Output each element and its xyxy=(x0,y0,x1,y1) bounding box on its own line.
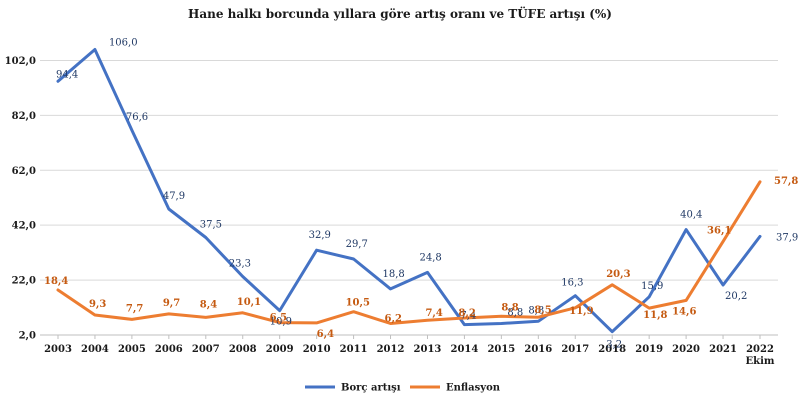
data-label: 8,8 xyxy=(501,302,518,313)
data-label: 6,2 xyxy=(385,313,402,324)
data-label: 10,9 xyxy=(270,317,292,328)
data-label: 37,5 xyxy=(200,220,222,231)
x-tick-label: 2012 xyxy=(377,344,405,355)
data-label: 36,1 xyxy=(707,225,731,236)
data-label: 8,2 xyxy=(458,308,475,319)
data-label: 8,8 xyxy=(507,307,523,318)
x-tick-label: 2004 xyxy=(81,344,109,355)
x-tick-label: 2015 xyxy=(487,344,515,355)
data-label: 7,4 xyxy=(460,311,476,322)
legend: Borç artışı Enflasyon xyxy=(305,383,501,394)
x-tick-label: 2011 xyxy=(340,344,368,355)
data-label: 11,8 xyxy=(643,310,667,321)
series-line-enflasyon xyxy=(56,180,762,325)
data-label: 40,4 xyxy=(680,210,702,221)
data-label: 18,4 xyxy=(44,276,68,287)
data-label: 11,9 xyxy=(569,306,593,317)
x-tick-label: 2006 xyxy=(155,344,183,355)
data-label: 9,7 xyxy=(163,298,180,309)
y-tick-label: 62,0 xyxy=(12,166,36,177)
data-label: 6,5 xyxy=(270,313,287,324)
y-tick-label: 42,0 xyxy=(12,221,36,232)
y-tick-label: 82,0 xyxy=(12,111,36,122)
chart-title: Hane halkı borcunda yıllara göre artış o… xyxy=(188,5,612,21)
data-label: 57,8 xyxy=(774,176,798,187)
data-label: 16,3 xyxy=(561,278,583,289)
data-label: 37,9 xyxy=(776,232,798,243)
data-label: 15,9 xyxy=(641,281,663,292)
data-label: 24,8 xyxy=(419,252,441,263)
data-label: 8,5 xyxy=(534,305,551,316)
data-label: 14,6 xyxy=(672,306,696,317)
x-tick-label: 2005 xyxy=(118,344,146,355)
series-lines xyxy=(56,48,762,334)
y-tick-label: 102,0 xyxy=(5,56,36,67)
data-label: 6,4 xyxy=(317,329,334,340)
data-label: 20,2 xyxy=(725,291,747,302)
data-label: 10,5 xyxy=(346,298,370,309)
data-label: 8,4 xyxy=(200,299,217,310)
y-axis: 2,0 22,0 42,0 62,0 82,0 102,0 xyxy=(5,56,36,342)
legend-label: Enflasyon xyxy=(446,383,501,394)
x-tick-label: 2017 xyxy=(561,344,589,355)
data-label: 94,4 xyxy=(56,69,78,80)
data-label: 18,8 xyxy=(383,269,405,280)
data-label: 47,9 xyxy=(163,191,185,202)
data-label: 106,0 xyxy=(109,37,138,48)
data-label: 23,3 xyxy=(229,259,251,270)
x-axis: 2003 2004 2005 2006 2007 2008 2009 2010 2011 2012… xyxy=(44,335,775,367)
data-label: 7,4 xyxy=(425,308,442,319)
x-tick-label: 2021 xyxy=(709,344,737,355)
data-label: 20,3 xyxy=(606,269,630,280)
data-labels: 94,4 106,0 76,6 47,9 37,5 23,3 10,9 32,9 29,7 18,… xyxy=(44,37,798,350)
x-tick-label: 2007 xyxy=(192,344,220,355)
data-label: 29,7 xyxy=(346,239,368,250)
x-tick-label: 2008 xyxy=(229,344,257,355)
x-tick-label: 2009 xyxy=(266,344,294,355)
y-tick-label: 22,0 xyxy=(12,276,36,287)
x-tick-label: 2013 xyxy=(414,344,442,355)
data-label: 32,9 xyxy=(309,230,331,241)
x-tick-label: 2020 xyxy=(672,344,700,355)
legend-label: Borç artışı xyxy=(341,383,401,394)
x-tick-label: 2019 xyxy=(635,344,663,355)
x-tick-label: 2014 xyxy=(450,344,478,355)
x-tick-label: 2010 xyxy=(303,344,331,355)
data-label: 10,1 xyxy=(237,297,261,308)
x-tick-label: 2003 xyxy=(44,344,72,355)
x-tick-label: 2018 xyxy=(598,344,626,355)
x-tick-label: 2022 Ekim xyxy=(746,344,775,367)
data-label: 3,2 xyxy=(606,340,622,351)
data-label: 76,6 xyxy=(126,112,148,123)
y-tick-label: 2,0 xyxy=(19,331,36,342)
x-tick-label: 2016 xyxy=(524,344,552,355)
data-label: 9,3 xyxy=(89,299,106,310)
data-label: 7,7 xyxy=(126,303,143,314)
grid-layer xyxy=(40,59,778,336)
data-label: 8,8 xyxy=(528,305,544,316)
